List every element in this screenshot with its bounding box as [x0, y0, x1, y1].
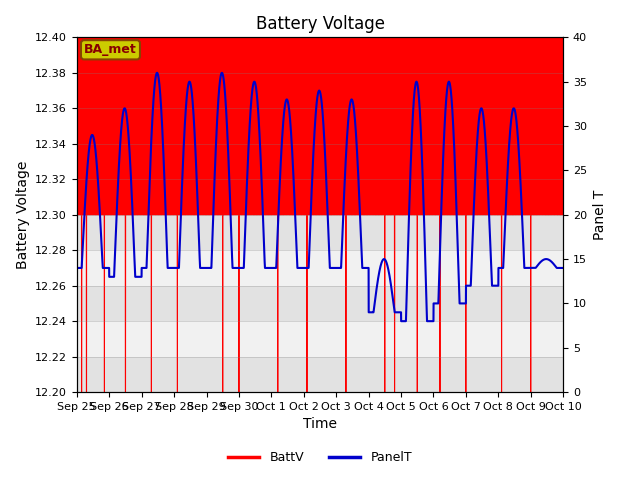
Bar — [77, 108, 563, 144]
Y-axis label: Battery Voltage: Battery Voltage — [15, 160, 29, 269]
Y-axis label: Panel T: Panel T — [593, 190, 607, 240]
Bar — [77, 357, 563, 392]
Bar — [77, 286, 563, 321]
Legend: BattV, PanelT: BattV, PanelT — [223, 446, 417, 469]
Bar — [77, 215, 563, 250]
Text: BA_met: BA_met — [84, 43, 137, 56]
Bar — [77, 144, 563, 179]
Bar — [77, 73, 563, 108]
Title: Battery Voltage: Battery Voltage — [255, 15, 385, 33]
Bar — [77, 321, 563, 357]
X-axis label: Time: Time — [303, 418, 337, 432]
Bar — [77, 37, 563, 73]
Bar — [77, 250, 563, 286]
Bar — [77, 179, 563, 215]
